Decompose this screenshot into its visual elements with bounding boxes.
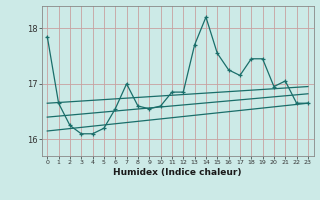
X-axis label: Humidex (Indice chaleur): Humidex (Indice chaleur) (113, 168, 242, 177)
